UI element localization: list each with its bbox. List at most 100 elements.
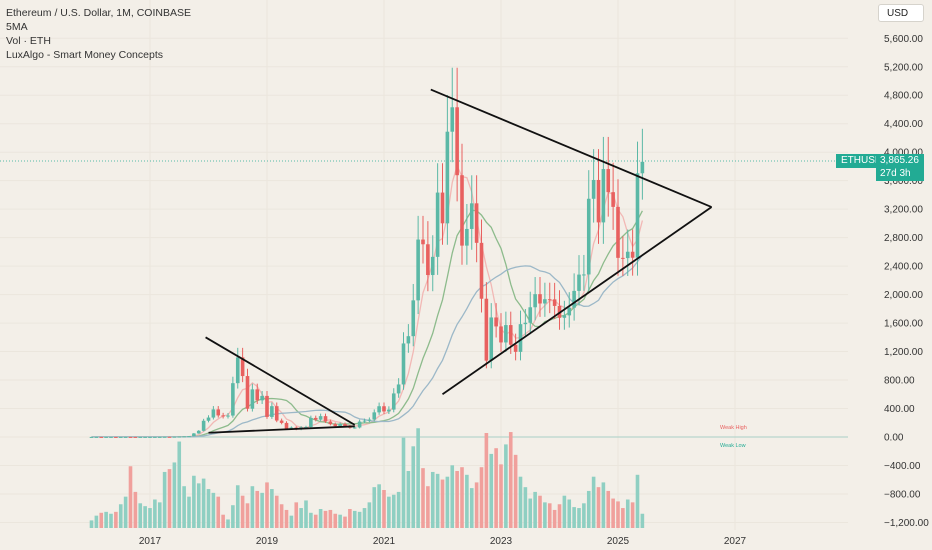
indicator-5ma[interactable]: 5MA xyxy=(6,21,28,33)
indicator-smc[interactable]: LuxAlgo - Smart Money Concepts xyxy=(6,49,163,61)
candle xyxy=(128,436,133,438)
volume-bar xyxy=(621,508,625,528)
volume-bar xyxy=(270,489,274,528)
candle xyxy=(216,406,221,418)
candle xyxy=(596,149,601,244)
volume-bar xyxy=(231,505,235,528)
candle xyxy=(435,163,440,275)
candle xyxy=(450,67,455,163)
triangle-lower-line xyxy=(208,425,355,434)
x-tick-label: 2021 xyxy=(373,536,396,547)
candle xyxy=(474,175,479,263)
candle xyxy=(309,415,313,428)
volume-bar xyxy=(455,471,459,528)
indicator-volume[interactable]: Vol · ETH xyxy=(6,35,51,47)
volume-bar xyxy=(255,490,260,528)
triangle-upper-line xyxy=(205,336,356,426)
y-tick-label: −800.00 xyxy=(884,489,921,500)
volume-bar xyxy=(153,499,157,528)
volume-bar xyxy=(123,496,128,528)
candle xyxy=(235,347,240,389)
candle xyxy=(162,436,167,438)
volume-bar xyxy=(625,499,630,528)
volume-bar xyxy=(328,509,333,528)
volume-bar xyxy=(591,476,596,528)
y-tick-label: 1,200.00 xyxy=(884,347,923,358)
volume-bar xyxy=(635,474,640,528)
volume-bar xyxy=(533,491,537,528)
candle xyxy=(240,347,245,383)
candle xyxy=(572,273,576,321)
candle xyxy=(172,436,177,438)
candle xyxy=(401,332,406,390)
volume-bar xyxy=(630,502,635,528)
candle xyxy=(328,419,333,426)
candle xyxy=(382,402,386,414)
volume-bar xyxy=(435,473,440,528)
candle xyxy=(411,283,416,347)
volume-bar xyxy=(406,471,411,528)
candle xyxy=(562,300,567,330)
volume-bar xyxy=(89,520,94,528)
volume-bar xyxy=(387,496,391,528)
y-tick-label: 2,400.00 xyxy=(884,262,923,273)
candle xyxy=(323,413,328,424)
candle xyxy=(601,136,606,244)
candle xyxy=(109,436,113,438)
volume-bar xyxy=(508,432,513,528)
candle xyxy=(231,376,235,418)
candle xyxy=(99,436,104,438)
candle xyxy=(460,143,464,265)
candle xyxy=(533,277,537,321)
candlesticks xyxy=(89,67,645,438)
candle xyxy=(177,436,182,438)
volume-bar xyxy=(547,503,552,528)
volume-bar xyxy=(226,519,230,528)
y-tick-label: 4,000.00 xyxy=(884,148,923,159)
volume-bar xyxy=(465,474,469,528)
volume-bar xyxy=(343,516,347,528)
volume-bar xyxy=(601,482,606,528)
x-tick-label: 2027 xyxy=(724,536,747,547)
volume-bar xyxy=(372,487,377,528)
volume-bar xyxy=(240,495,245,528)
volume-bar xyxy=(221,514,225,528)
volume-bar xyxy=(552,509,557,528)
candle xyxy=(523,309,528,336)
currency-selector[interactable]: USD xyxy=(878,4,924,22)
volume-bar xyxy=(260,492,264,528)
candle xyxy=(182,436,186,438)
volume-bar xyxy=(430,471,435,528)
y-tick-label: 4,400.00 xyxy=(884,119,923,130)
candle xyxy=(557,290,562,330)
chart-legend: Ethereum / U.S. Dollar, 1M, COINBASE 5MA… xyxy=(6,6,191,62)
candle xyxy=(196,430,201,434)
volume-bar xyxy=(182,486,186,528)
candle xyxy=(313,415,318,422)
volume-bar xyxy=(411,446,416,528)
y-tick-label: 5,600.00 xyxy=(884,34,923,45)
candle xyxy=(118,436,123,438)
candle xyxy=(367,417,372,423)
volume-bar xyxy=(109,513,113,528)
y-tick-label: 3,200.00 xyxy=(884,205,923,216)
volume-bar xyxy=(445,476,450,528)
volume-bar xyxy=(143,506,147,528)
y-tick-label: −400.00 xyxy=(884,461,921,472)
volume-bar xyxy=(138,503,143,528)
y-tick-label: 3,600.00 xyxy=(884,176,923,187)
x-axis-labels: 2017 2019 2021 2023 2025 2027 xyxy=(139,536,747,547)
candle xyxy=(406,324,411,353)
volume-bar xyxy=(216,496,221,528)
candle xyxy=(318,413,323,422)
ma-slow-line xyxy=(91,254,643,438)
candle xyxy=(494,303,498,338)
volume-bar xyxy=(382,490,386,528)
y-tick-label: 0.00 xyxy=(884,433,904,444)
bar-countdown: 27d 3h xyxy=(880,168,911,179)
candle xyxy=(577,255,581,306)
volume-bar xyxy=(421,468,425,528)
candle xyxy=(274,402,279,423)
candle xyxy=(206,415,211,423)
